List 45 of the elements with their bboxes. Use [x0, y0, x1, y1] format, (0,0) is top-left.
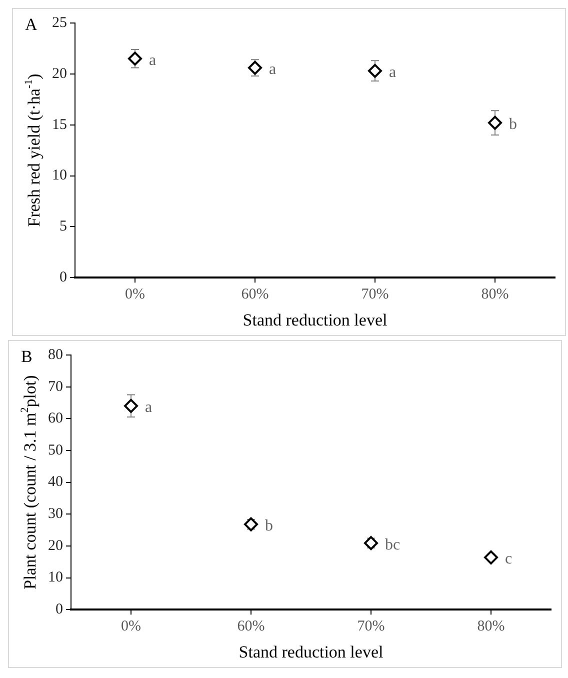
point — [488, 116, 502, 130]
x-tick-label: 80% — [477, 618, 505, 635]
chart-title: B — [21, 346, 32, 366]
x-tick-label: 60% — [237, 618, 265, 635]
y-tick-label: 20 — [52, 66, 67, 82]
y-tick-label: 25 — [52, 14, 67, 31]
annotation: c — [505, 550, 512, 568]
chart-title: A — [25, 14, 38, 34]
point — [364, 536, 378, 550]
y-tick-label: 10 — [48, 570, 63, 586]
point — [368, 64, 382, 78]
x-tick-label: 60% — [241, 286, 269, 303]
y-tick-label: 70 — [48, 378, 63, 395]
y-axis-title: Plant count (count / 3.1 m2plot) — [18, 375, 40, 590]
y-tick-label: 15 — [52, 116, 67, 133]
point — [244, 517, 258, 532]
y-tick-label: 30 — [48, 506, 63, 522]
x-tick-label: 70% — [361, 286, 389, 303]
annotation: b — [265, 518, 273, 535]
x-tick-label: 0% — [125, 286, 145, 303]
annotation: a — [269, 61, 276, 78]
annotation: a — [389, 64, 396, 82]
point — [124, 398, 138, 413]
y-tick-label: 20 — [48, 538, 63, 554]
y-tick-label: 0 — [56, 602, 63, 618]
annotation: a — [145, 399, 152, 416]
annotation: a — [149, 52, 156, 69]
y-tick-label: 80 — [48, 346, 63, 363]
annotation: b — [509, 116, 517, 134]
y-tick-label: 0 — [60, 270, 67, 286]
point — [484, 550, 498, 564]
y-axis-title: Fresh red yield (t·ha-1) — [22, 74, 44, 227]
annotation: bc — [385, 536, 400, 554]
y-tick-label: 10 — [52, 168, 67, 184]
point — [128, 52, 142, 66]
x-axis-title: Stand reduction level — [242, 310, 388, 330]
x-tick-label: 70% — [357, 618, 385, 635]
x-axis-title: Stand reduction level — [238, 642, 384, 662]
x-tick-label: 80% — [481, 286, 509, 303]
y-tick-label: 50 — [48, 442, 63, 458]
y-tick-label: 40 — [48, 474, 63, 490]
x-tick-label: 0% — [121, 618, 141, 635]
y-tick-label: 60 — [48, 410, 63, 427]
point — [248, 60, 262, 75]
y-tick-label: 5 — [60, 218, 67, 235]
